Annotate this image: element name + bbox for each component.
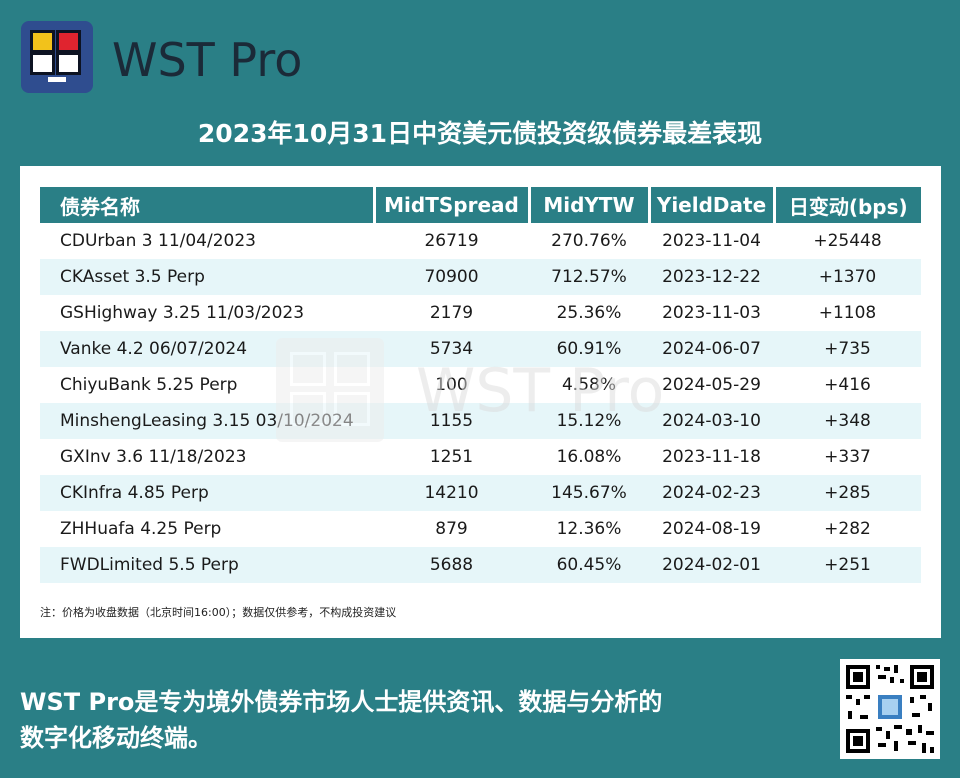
cell-daily-change: +735: [774, 331, 921, 367]
table-row: FWDLimited 5.5 Perp 5688 60.45% 2024-02-…: [40, 547, 921, 583]
cell-daily-change: +282: [774, 511, 921, 547]
cell-yielddate: 2024-05-29: [649, 367, 774, 403]
cell-midtspread: 26719: [374, 223, 529, 259]
cell-bond-name: CKAsset 3.5 Perp: [40, 259, 374, 295]
cell-yielddate: 2024-06-07: [649, 331, 774, 367]
bond-table: 债券名称 MidTSpread MidYTW YieldDate 日变动(bps…: [40, 187, 921, 583]
cell-bond-name: ZHHuafa 4.25 Perp: [40, 511, 374, 547]
cell-midytw: 15.12%: [529, 403, 649, 439]
cell-yielddate: 2023-11-18: [649, 439, 774, 475]
cell-midtspread: 1251: [374, 439, 529, 475]
cell-bond-name: Vanke 4.2 06/07/2024: [40, 331, 374, 367]
qr-code-icon: [840, 659, 940, 759]
header-midytw: MidYTW: [529, 187, 651, 223]
cell-daily-change: +337: [774, 439, 921, 475]
cell-daily-change: +285: [774, 475, 921, 511]
brand-name: WST Pro: [112, 33, 303, 87]
cell-daily-change: +1370: [774, 259, 921, 295]
footer-line-1: WST Pro是专为境外债券市场人士提供资讯、数据与分析的: [20, 688, 663, 716]
cell-daily-change: +416: [774, 367, 921, 403]
cell-midtspread: 2179: [374, 295, 529, 331]
cell-yielddate: 2024-02-01: [649, 547, 774, 583]
footnote: 注：价格为收盘数据（北京时间16:00）；数据仅供参考，不构成投资建议: [40, 606, 397, 619]
cell-midtspread: 1155: [374, 403, 529, 439]
footer-line-2: 数字化移动终端。: [20, 724, 212, 752]
cell-midytw: 4.58%: [529, 367, 649, 403]
cell-midytw: 145.67%: [529, 475, 649, 511]
cell-yielddate: 2023-11-03: [649, 295, 774, 331]
cell-yielddate: 2023-11-04: [649, 223, 774, 259]
page-title: 2023年10月31日中资美元债投资级债券最差表现: [197, 119, 763, 148]
cell-midytw: 60.91%: [529, 331, 649, 367]
cell-bond-name: MinshengLeasing 3.15 03/10/2024: [40, 403, 374, 439]
cell-midtspread: 100: [374, 367, 529, 403]
table-row: Vanke 4.2 06/07/2024 5734 60.91% 2024-06…: [40, 331, 921, 367]
table-row: CKInfra 4.85 Perp 14210 145.67% 2024-02-…: [40, 475, 921, 511]
cell-bond-name: FWDLimited 5.5 Perp: [40, 547, 374, 583]
table-row: GXInv 3.6 11/18/2023 1251 16.08% 2023-11…: [40, 439, 921, 475]
cell-bond-name: CDUrban 3 11/04/2023: [40, 223, 374, 259]
cell-bond-name: GSHighway 3.25 11/03/2023: [40, 295, 374, 331]
header-midtspread: MidTSpread: [374, 187, 531, 223]
cell-yielddate: 2024-02-23: [649, 475, 774, 511]
cell-midytw: 712.57%: [529, 259, 649, 295]
table-header-row: 债券名称 MidTSpread MidYTW YieldDate 日变动(bps…: [40, 187, 921, 223]
header-bond-name: 债券名称: [40, 187, 376, 223]
cell-daily-change: +25448: [774, 223, 921, 259]
table-row: GSHighway 3.25 11/03/2023 2179 25.36% 20…: [40, 295, 921, 331]
cell-midytw: 60.45%: [529, 547, 649, 583]
cell-bond-name: ChiyuBank 5.25 Perp: [40, 367, 374, 403]
cell-daily-change: +251: [774, 547, 921, 583]
table-row: ZHHuafa 4.25 Perp 879 12.36% 2024-08-19 …: [40, 511, 921, 547]
cell-midtspread: 5734: [374, 331, 529, 367]
cell-midtspread: 70900: [374, 259, 529, 295]
cell-midtspread: 5688: [374, 547, 529, 583]
table-row: ChiyuBank 5.25 Perp 100 4.58% 2024-05-29…: [40, 367, 921, 403]
table-row: MinshengLeasing 3.15 03/10/2024 1155 15.…: [40, 403, 921, 439]
cell-daily-change: +348: [774, 403, 921, 439]
footer-tagline: WST Pro是专为境外债券市场人士提供资讯、数据与分析的 数字化移动终端。: [20, 684, 800, 756]
cell-midytw: 16.08%: [529, 439, 649, 475]
header-yielddate: YieldDate: [649, 187, 776, 223]
wst-pro-logo-icon: [21, 21, 93, 93]
cell-yielddate: 2023-12-22: [649, 259, 774, 295]
cell-bond-name: GXInv 3.6 11/18/2023: [40, 439, 374, 475]
cell-midytw: 12.36%: [529, 511, 649, 547]
cell-midytw: 270.76%: [529, 223, 649, 259]
cell-midytw: 25.36%: [529, 295, 649, 331]
cell-bond-name: CKInfra 4.85 Perp: [40, 475, 374, 511]
table-row: CDUrban 3 11/04/2023 26719 270.76% 2023-…: [40, 223, 921, 259]
cell-yielddate: 2024-08-19: [649, 511, 774, 547]
cell-yielddate: 2024-03-10: [649, 403, 774, 439]
cell-midtspread: 879: [374, 511, 529, 547]
header-daily-change: 日变动(bps): [774, 187, 921, 223]
cell-midtspread: 14210: [374, 475, 529, 511]
cell-daily-change: +1108: [774, 295, 921, 331]
table-row: CKAsset 3.5 Perp 70900 712.57% 2023-12-2…: [40, 259, 921, 295]
